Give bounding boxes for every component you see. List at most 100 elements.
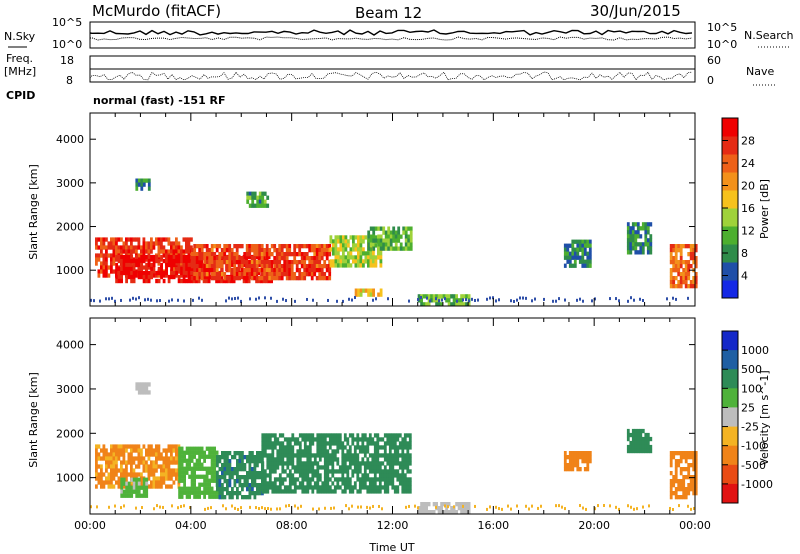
- colorbar-tick-label: 4: [741, 270, 748, 283]
- y-tick-label: 2000: [56, 427, 84, 440]
- cpid-label: CPID: [6, 89, 35, 102]
- nave-label: Nave: [746, 65, 774, 78]
- nsearch-line: [89, 36, 693, 41]
- colorbar-swatch: [722, 388, 738, 408]
- freq-tick-top: 18: [60, 54, 74, 67]
- freq-tick-bottom: 8: [66, 74, 73, 87]
- count-tick-right-bottom: 10^0: [707, 38, 737, 51]
- x-tick-label: 08:00: [276, 519, 308, 532]
- colorbar-tick-label: 24: [741, 157, 755, 170]
- colorbar-swatch: [722, 407, 738, 427]
- colorbar-tick-label: 8: [741, 247, 748, 260]
- scatter-region-9: [563, 239, 592, 268]
- colorbar-tick-label: 100: [741, 382, 762, 395]
- nave-tick-top: 60: [707, 54, 721, 67]
- x-tick-label: 00:00: [679, 519, 711, 532]
- colorbar-tick-label: 12: [741, 225, 755, 238]
- x-tick-label: 04:00: [175, 519, 207, 532]
- colorbar-swatch: [722, 154, 738, 173]
- count-tick-left-top: 10^5: [52, 16, 82, 29]
- ground-scatter-strip: [90, 296, 689, 303]
- power-ylabel: Slant Range [km]: [27, 164, 40, 260]
- y-tick-label: 4000: [56, 133, 84, 146]
- cpid-text: normal (fast) -151 RF: [93, 94, 226, 107]
- scatter-region-10: [626, 222, 653, 255]
- colorbar-tick-label: 500: [741, 363, 762, 376]
- colorbar-swatch: [722, 172, 738, 191]
- scatter-region-11: [669, 244, 698, 289]
- power-panel: 1000 2000 3000 4000: [56, 112, 698, 307]
- colorbar-swatch: [722, 445, 738, 466]
- colorbar-swatch: [722, 280, 738, 299]
- colorbar-tick-label: -1000: [741, 478, 773, 491]
- nsky-line: [89, 29, 693, 36]
- nsky-trace: [89, 29, 693, 41]
- nave-line: [89, 71, 693, 81]
- colorbar-tick-label: -25: [741, 421, 759, 434]
- nsky-panel: [89, 21, 696, 49]
- time-axis-label: Time UT: [368, 541, 414, 554]
- colorbar-swatch: [722, 136, 738, 155]
- colorbar-swatch: [722, 350, 738, 370]
- scatter-region-2: [190, 244, 332, 281]
- date-title: 30/Jun/2015: [590, 2, 681, 20]
- velocity-colorbar-label: Velocity [m s^-1]: [758, 370, 771, 465]
- y-tick-label: 1000: [56, 472, 84, 485]
- scatter-region-6: [417, 502, 471, 515]
- velocity-ylabel: Slant Range [km]: [27, 372, 40, 468]
- power-colorbar: 4 8 12 16 20 24 28: [721, 117, 755, 299]
- y-tick-label: 3000: [56, 383, 84, 396]
- station-title: McMurdo (fitACF): [92, 2, 221, 20]
- count-tick-right-top: 10^5: [707, 21, 737, 34]
- colorbar-swatch: [722, 369, 738, 389]
- colorbar-swatch: [722, 226, 738, 245]
- scatter-region-7: [563, 451, 592, 472]
- scatter-region-6: [246, 191, 270, 208]
- scatter-region-8: [626, 428, 653, 454]
- x-tick-label: 12:00: [377, 519, 409, 532]
- y-tick-label: 2000: [56, 221, 84, 234]
- scatter-region-1: [178, 446, 219, 499]
- x-tick-label: 16:00: [477, 519, 509, 532]
- scatter-region-2: [216, 451, 264, 500]
- freq-unit: [MHz]: [4, 65, 36, 78]
- velocity-colorbar: 1000 500 100 25 -25 -100 -500 -1000: [721, 330, 773, 504]
- scatter-region-5: [135, 382, 151, 395]
- nsearch-label: N.Search: [744, 29, 794, 42]
- y-tick-label: 4000: [56, 339, 84, 352]
- count-tick-left-bottom: 10^0: [52, 38, 82, 51]
- colorbar-swatch: [722, 464, 738, 485]
- colorbar-tick-label: -500: [741, 459, 766, 472]
- colorbar-swatch: [722, 118, 738, 137]
- colorbar-frame: [721, 330, 739, 504]
- nave-tick-bottom: 0: [707, 74, 714, 87]
- freq-label: Freq.: [6, 52, 33, 65]
- colorbar-tick-label: 28: [741, 135, 755, 148]
- scatter-region-7: [354, 288, 383, 297]
- colorbar-swatch: [722, 244, 738, 263]
- power-colorbar-label: Power [dB]: [758, 179, 771, 239]
- ground-scatter-strip: [90, 504, 695, 511]
- scatter-region-5: [135, 178, 151, 191]
- colorbar-tick-label: -100: [741, 440, 766, 453]
- nsky-label: N.Sky: [4, 30, 36, 43]
- scatter-region-4: [367, 226, 413, 251]
- y-tick-label: 1000: [56, 264, 84, 277]
- x-tick-label: 20:00: [578, 519, 610, 532]
- scatter-region-8: [417, 294, 471, 307]
- y-tick-label: 3000: [56, 177, 84, 190]
- beam-title: Beam 12: [355, 4, 422, 22]
- colorbar-swatch: [722, 208, 738, 227]
- colorbar-swatch: [722, 426, 738, 447]
- freq-trace: [89, 68, 695, 81]
- colorbar-swatch: [722, 190, 738, 209]
- velocity-panel: 1000 2000 3000 4000 00:00 04:00 08:00 12:00 16:0…: [56, 317, 711, 532]
- scatter-region-9: [669, 451, 698, 500]
- colorbar-swatch: [722, 262, 738, 281]
- x-tick-label: 00:00: [74, 519, 106, 532]
- colorbar-tick-label: 16: [741, 202, 755, 215]
- scatter-region-4: [120, 477, 149, 498]
- colorbar-swatch: [722, 331, 738, 351]
- colorbar-tick-label: 20: [741, 180, 755, 193]
